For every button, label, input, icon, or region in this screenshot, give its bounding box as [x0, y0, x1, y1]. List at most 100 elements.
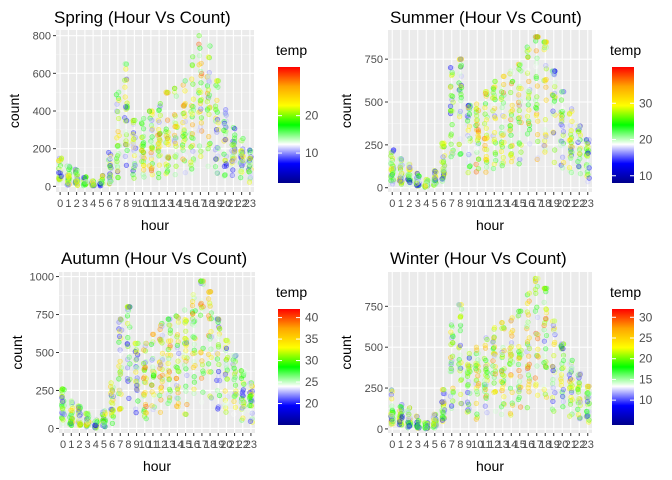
data-point: [543, 97, 549, 103]
data-point: [532, 97, 539, 103]
x-tick-label: 8: [125, 439, 131, 451]
data-point: [222, 172, 228, 178]
data-point: [173, 152, 179, 158]
data-point: [148, 341, 154, 347]
data-point: [441, 387, 447, 393]
data-point: [189, 317, 195, 324]
data-point: [475, 133, 481, 139]
data-point: [207, 140, 213, 146]
data-point: [577, 171, 584, 177]
data-point: [407, 173, 413, 179]
data-point: [117, 316, 124, 322]
data-point: [130, 172, 136, 178]
data-point: [150, 372, 156, 378]
data-point: [205, 42, 211, 48]
x-tick-label: 6: [107, 198, 113, 210]
data-point: [432, 176, 438, 182]
x-tick-label: 4: [93, 439, 99, 451]
y-tick-label: 250: [365, 140, 383, 152]
data-point: [508, 344, 515, 350]
data-point: [206, 351, 212, 358]
data-point: [149, 117, 155, 123]
data-point: [164, 169, 170, 175]
data-point: [247, 161, 253, 167]
data-point: [66, 163, 72, 169]
data-point: [584, 408, 590, 415]
data-point: [398, 156, 405, 162]
data-point: [431, 422, 437, 428]
legend-colorbar: [278, 67, 300, 183]
data-point: [231, 365, 237, 371]
data-point: [206, 361, 212, 367]
data-point: [508, 89, 514, 96]
data-point: [192, 362, 198, 369]
x-tick-label: 6: [109, 439, 115, 451]
x-tick-label: 1: [398, 198, 404, 210]
data-point: [543, 307, 550, 313]
y-axis-label: count: [338, 94, 354, 128]
data-point: [526, 361, 532, 367]
data-point: [141, 126, 147, 132]
data-point: [542, 116, 549, 123]
data-point: [518, 384, 524, 390]
data-point: [439, 409, 446, 415]
data-point: [534, 69, 540, 75]
legend-tick-label: 10: [305, 146, 319, 160]
data-point: [122, 153, 128, 159]
data-point: [165, 316, 172, 322]
data-point: [231, 142, 237, 148]
data-point: [166, 398, 173, 404]
data-point: [77, 414, 83, 420]
x-tick-label: 7: [449, 439, 455, 451]
x-tick-label: 5: [432, 439, 438, 451]
data-point: [457, 352, 463, 358]
data-point: [222, 146, 228, 152]
data-point: [221, 127, 227, 133]
legend-tick-label: 20: [639, 133, 653, 147]
data-point: [559, 165, 566, 171]
data-point: [85, 419, 91, 425]
data-point: [569, 171, 575, 177]
data-point: [109, 388, 115, 394]
data-point: [196, 62, 202, 68]
data-point: [215, 145, 221, 151]
data-point: [516, 107, 522, 114]
data-point: [516, 378, 523, 385]
data-point: [473, 161, 479, 167]
data-point: [57, 163, 64, 169]
data-point: [541, 143, 547, 149]
data-point: [500, 154, 506, 161]
data-point: [399, 409, 405, 415]
data-point: [466, 350, 472, 357]
y-axis-label: count: [338, 335, 354, 369]
data-point: [174, 334, 180, 340]
data-point: [507, 71, 513, 77]
data-point: [99, 174, 105, 180]
data-point: [199, 278, 205, 284]
data-point: [114, 158, 120, 164]
data-point: [465, 153, 471, 159]
data-point: [199, 128, 205, 134]
data-point: [108, 399, 114, 405]
data-point: [483, 395, 489, 402]
data-point: [482, 403, 488, 409]
data-point: [422, 182, 428, 188]
data-point: [238, 375, 244, 382]
data-point: [238, 151, 244, 157]
x-tick-label: 5: [98, 198, 104, 210]
data-point: [464, 140, 471, 146]
data-point: [492, 130, 498, 136]
data-point: [141, 115, 147, 122]
y-tick-label: 0: [45, 181, 51, 193]
data-point: [501, 394, 507, 400]
data-point: [560, 129, 567, 135]
data-point: [199, 375, 205, 381]
data-point: [130, 168, 136, 174]
data-point: [206, 74, 212, 80]
data-point: [241, 381, 247, 387]
data-point: [149, 140, 155, 146]
data-point: [208, 395, 215, 401]
data-point: [551, 341, 557, 348]
data-point: [543, 315, 549, 322]
data-point: [114, 164, 121, 170]
